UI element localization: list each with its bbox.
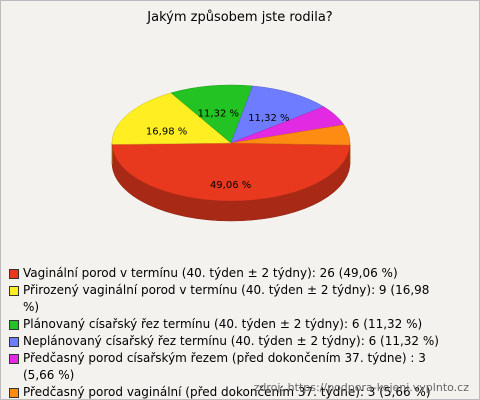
legend-item: Vaginální porod v termínu (40. týden ± 2…: [9, 265, 449, 282]
legend-item: Předčasný porod císařským řezem (před do…: [9, 350, 449, 384]
legend-item: Přirozený vaginální porod v termínu (40.…: [9, 282, 449, 316]
pie-slice: [111, 92, 232, 145]
legend-swatch: [9, 269, 19, 279]
slice-label: 49,06 %: [210, 180, 251, 191]
slice-label: 11,32 %: [248, 113, 289, 124]
legend-label: Předčasný porod vaginální (před dokončen…: [23, 385, 431, 399]
pie-slice: [230, 124, 351, 146]
legend-item: Neplánovaný císařský řez termínu (40. tý…: [9, 333, 449, 350]
pie-slice: [111, 142, 351, 202]
legend-item: Předčasný porod vaginální (před dokončen…: [9, 384, 449, 399]
pie-slice: [170, 84, 254, 144]
legend-swatch: [9, 388, 19, 398]
legend-label: Předčasný porod císařským řezem (před do…: [23, 351, 426, 382]
pie-slice: [230, 85, 325, 144]
legend: Vaginální porod v termínu (40. týden ± 2…: [9, 265, 449, 399]
legend-label: Vaginální porod v termínu (40. týden ± 2…: [23, 266, 398, 280]
slice-label: 16,98 %: [146, 126, 187, 137]
legend-swatch: [9, 286, 19, 296]
legend-label: Plánovaný císařský řez termínu (40. týde…: [23, 317, 423, 331]
pie-area: 49,06 % 16,98 % 11,32 % 11,32 %: [111, 84, 351, 222]
slice-label: 11,32 %: [198, 109, 239, 120]
legend-swatch: [9, 320, 19, 330]
legend-swatch: [9, 337, 19, 347]
chart-title: Jakým způsobem jste rodila?: [147, 10, 333, 25]
legend-label: Neplánovaný císařský řez termínu (40. tý…: [23, 334, 439, 348]
legend-label: Přirozený vaginální porod v termínu (40.…: [23, 283, 430, 314]
source: zdroj: https://podpora-kojeni.vyplnto.cz: [253, 381, 469, 394]
legend-swatch: [9, 354, 19, 364]
legend-item: Plánovaný císařský řez termínu (40. týde…: [9, 316, 449, 333]
